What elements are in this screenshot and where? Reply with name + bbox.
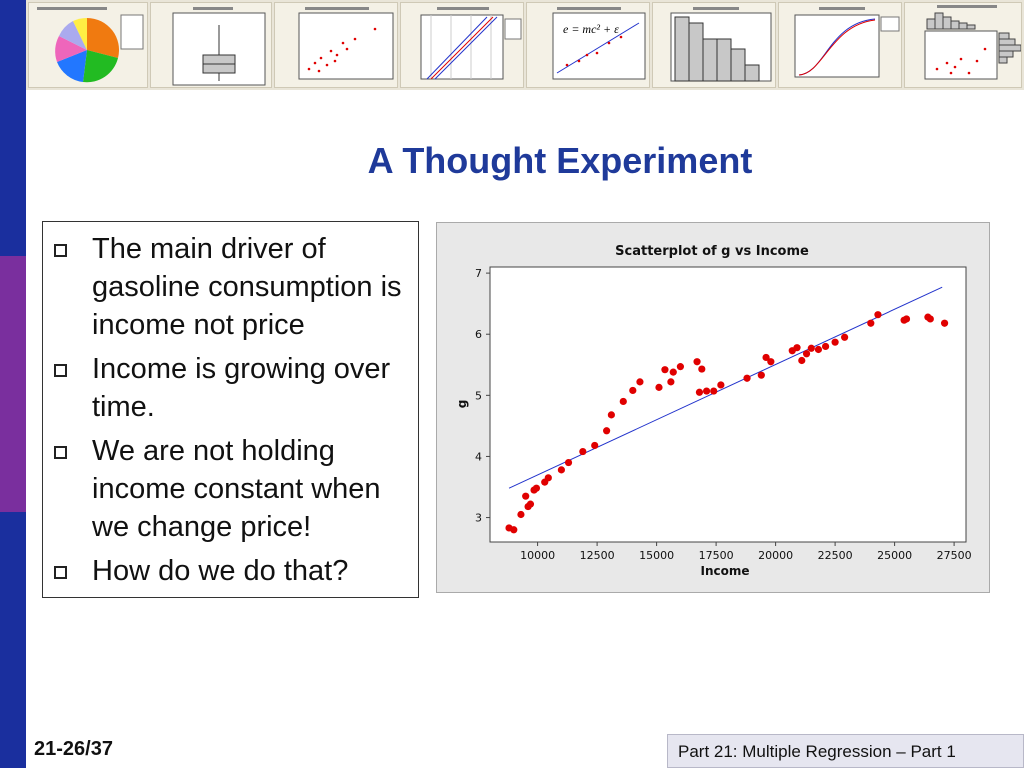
x-tick-label: 15000 xyxy=(639,549,674,562)
left-accent-bar xyxy=(0,0,26,768)
histogram-thumbnail xyxy=(652,2,776,88)
y-tick-label: 6 xyxy=(475,328,482,341)
data-point xyxy=(867,319,875,327)
left-bar-top-segment xyxy=(0,0,26,256)
empirical-cdf-thumbnail xyxy=(778,2,902,88)
data-point xyxy=(669,368,677,376)
data-point xyxy=(544,474,552,482)
x-tick-label: 25000 xyxy=(877,549,912,562)
data-point xyxy=(579,447,587,456)
square-bullet-icon xyxy=(54,364,67,377)
probability-plot-thumbnail xyxy=(400,2,524,88)
y-tick-label: 5 xyxy=(475,389,482,402)
data-point xyxy=(591,441,599,450)
slide-title: A Thought Experiment xyxy=(367,140,753,181)
data-point xyxy=(564,458,573,467)
data-point xyxy=(557,466,565,474)
data-point xyxy=(636,378,644,386)
pie-chart-thumbnail xyxy=(28,2,148,88)
data-point xyxy=(717,381,725,389)
data-point xyxy=(821,342,830,351)
x-tick-label: 17500 xyxy=(699,549,734,562)
data-point xyxy=(762,353,770,362)
bullet-list: The main driver of gasoline consumption … xyxy=(43,222,418,590)
data-points xyxy=(505,311,949,534)
data-point xyxy=(802,350,811,358)
x-tick-label: 27500 xyxy=(937,549,972,562)
bullet-text: Income is growing over time. xyxy=(92,353,391,423)
data-point xyxy=(510,526,518,534)
data-point xyxy=(702,387,711,395)
boxplot-thumbnail xyxy=(150,2,272,88)
bullet-text: We are not holding income constant when … xyxy=(92,435,381,543)
square-bullet-icon xyxy=(54,446,67,459)
data-point xyxy=(831,338,839,346)
x-tick-label: 12500 xyxy=(580,549,615,562)
data-point xyxy=(793,344,801,352)
page-number: 21-26/37 xyxy=(34,738,113,760)
x-tick-label: 10000 xyxy=(520,549,555,562)
scatterplot-panel: Scatterplot of g vs Income 3 4 5 6 7 10000 12… xyxy=(436,222,990,593)
data-point xyxy=(607,411,615,419)
marginal-plot-thumbnail xyxy=(904,2,1022,88)
data-point xyxy=(522,492,530,500)
data-point xyxy=(695,388,704,396)
x-axis: 10000 12500 15000 17500 20000 22500 25000 27500 xyxy=(520,542,972,562)
data-point xyxy=(532,484,541,492)
data-point xyxy=(940,319,949,327)
data-point xyxy=(693,358,701,366)
y-axis: 3 4 5 6 7 xyxy=(475,267,490,525)
fitted-line-plot-thumbnail: e = mc² + ε xyxy=(526,2,650,88)
bullet-text: How do we do that? xyxy=(92,555,349,587)
data-point xyxy=(874,311,882,319)
left-bar-middle-segment xyxy=(0,256,26,512)
data-point xyxy=(710,387,718,395)
chart-title: Scatterplot of g vs Income xyxy=(615,244,809,259)
data-point xyxy=(767,358,775,366)
data-point xyxy=(841,333,849,341)
plot-area xyxy=(489,266,967,543)
thumbnail-banner: e = mc² + ε xyxy=(26,0,1024,90)
square-bullet-icon xyxy=(54,566,67,579)
bullet-list-box: The main driver of gasoline consumption … xyxy=(42,221,419,598)
y-tick-label: 4 xyxy=(475,450,482,463)
data-point xyxy=(902,315,911,323)
data-point xyxy=(698,365,706,373)
left-bar-bottom-segment xyxy=(0,512,26,768)
x-tick-label: 20000 xyxy=(758,549,793,562)
data-point xyxy=(517,510,525,519)
data-point xyxy=(807,344,815,352)
square-bullet-icon xyxy=(54,244,67,257)
data-point xyxy=(603,427,611,435)
data-point xyxy=(676,363,684,371)
y-tick-label: 7 xyxy=(475,267,482,280)
data-point xyxy=(619,397,627,406)
bullet-item: The main driver of gasoline consumption … xyxy=(43,230,418,344)
scatterplot-chart: Scatterplot of g vs Income 3 4 5 6 7 10000 12… xyxy=(455,244,972,578)
bullet-item: How do we do that? xyxy=(43,552,418,590)
x-tick-label: 22500 xyxy=(818,549,853,562)
bullet-item: We are not holding income constant when … xyxy=(43,432,418,546)
thumbnail-equation: e = mc² + ε xyxy=(563,22,619,36)
data-point xyxy=(629,386,637,395)
data-point xyxy=(798,356,806,365)
y-tick-label: 3 xyxy=(475,512,482,525)
data-point xyxy=(926,315,934,323)
scatterplot-thumbnail xyxy=(274,2,398,88)
footer-label: Part 21: Multiple Regression – Part 1 xyxy=(667,734,1024,768)
data-point xyxy=(743,374,751,382)
data-point xyxy=(661,366,669,374)
data-point xyxy=(757,371,765,379)
data-point xyxy=(667,378,675,386)
data-point xyxy=(814,345,823,354)
y-axis-label: g xyxy=(455,400,469,409)
data-point xyxy=(526,500,535,508)
bullet-text: The main driver of gasoline consumption … xyxy=(92,233,402,341)
x-axis-label: Income xyxy=(700,564,749,578)
data-point xyxy=(655,383,663,391)
bullet-item: Income is growing over time. xyxy=(43,350,418,426)
